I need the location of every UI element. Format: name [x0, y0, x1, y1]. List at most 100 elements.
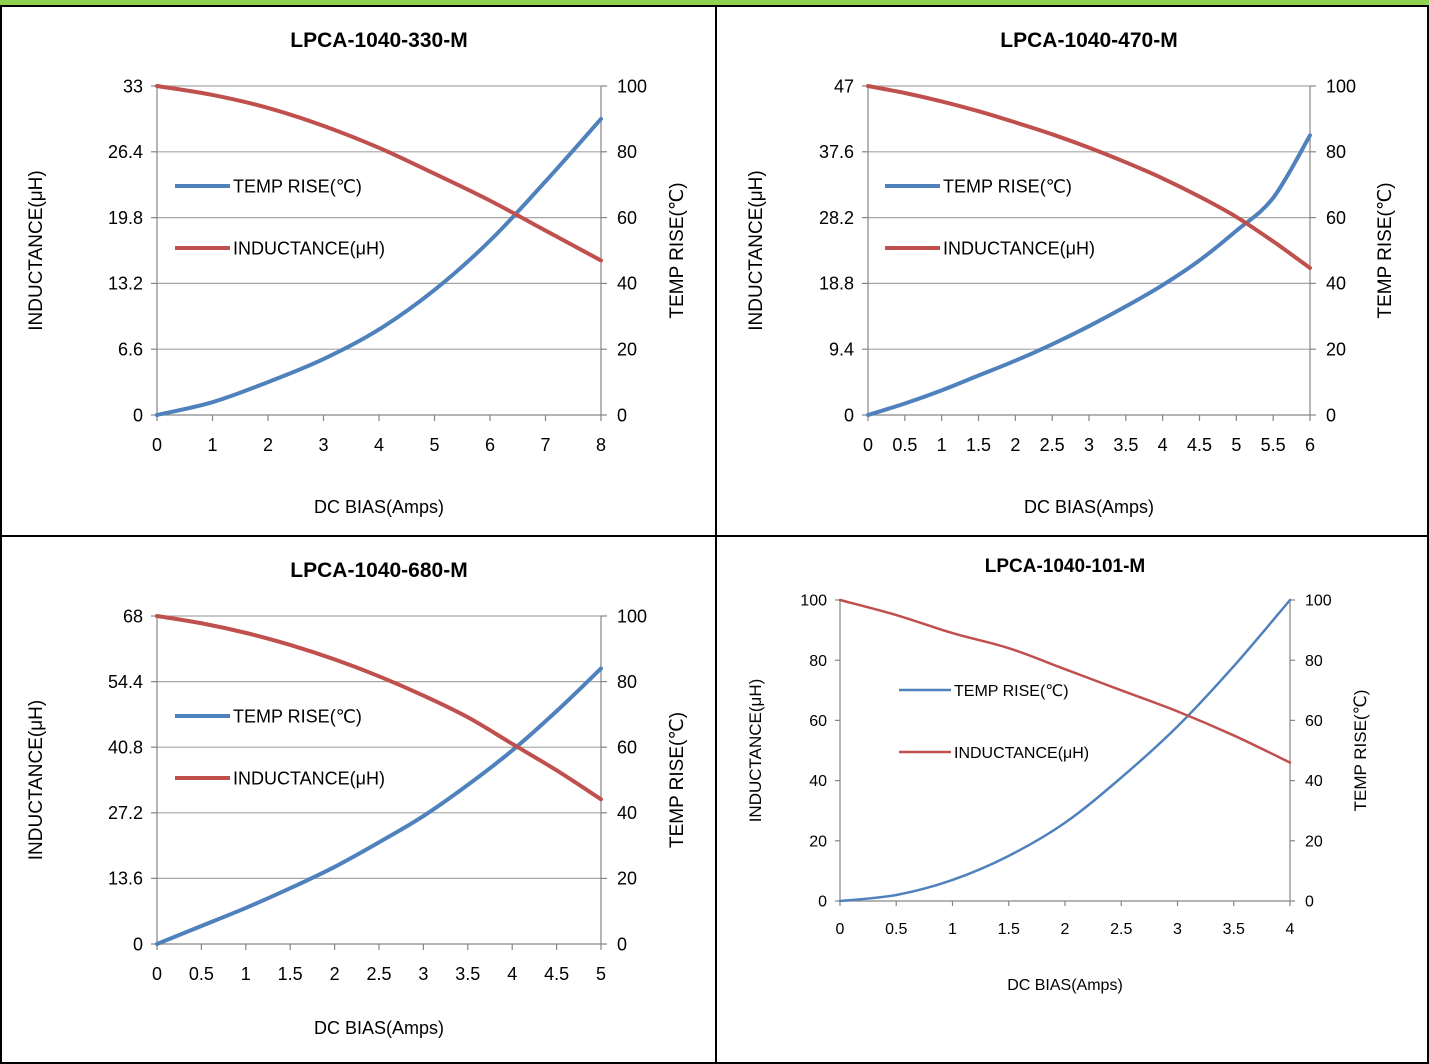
y2-tick-label: 80 — [617, 142, 637, 162]
y-tick-label: 27.2 — [108, 803, 143, 823]
x-tick-label: 2 — [330, 964, 340, 984]
x-tick-label: 3 — [318, 435, 328, 455]
x-tick-label: 5 — [1231, 435, 1241, 455]
y2-tick-label: 40 — [617, 803, 637, 823]
x-tick-label: 0 — [152, 435, 162, 455]
y-tick-label: 40.8 — [108, 738, 143, 758]
x-axis-label: DC BIAS(Amps) — [314, 497, 444, 517]
x-tick-label: 1 — [241, 964, 251, 984]
y2-tick-label: 40 — [617, 274, 637, 294]
y-tick-label: 18.8 — [819, 274, 854, 294]
chart-title: LPCA-1040-680-M — [290, 559, 467, 582]
legend-label-temp-rise: TEMP RISE(℃) — [954, 683, 1069, 700]
x-tick-label: 4.5 — [1187, 435, 1212, 455]
x-tick-label: 2 — [263, 435, 273, 455]
x-tick-label: 1.5 — [966, 435, 991, 455]
y-axis-label: INDUCTANCE(μH) — [746, 170, 767, 330]
series-line-inductance-h — [155, 614, 603, 802]
y-tick-label: 100 — [800, 593, 827, 610]
x-tick-label: 0 — [836, 921, 845, 938]
y-tick-label: 37.6 — [819, 142, 854, 162]
x-axis-label: DC BIAS(Amps) — [1007, 977, 1123, 994]
y-tick-label: 9.4 — [829, 340, 854, 360]
y2-tick-label: 80 — [1305, 653, 1323, 670]
x-tick-label: 2 — [1061, 921, 1070, 938]
series-line-temp-rise — [155, 116, 603, 417]
x-tick-label: 0 — [863, 435, 873, 455]
legend-label-temp-rise: TEMP RISE(℃) — [233, 707, 362, 727]
table-border — [0, 5, 1429, 1064]
x-tick-label: 7 — [540, 435, 550, 455]
x-tick-label: 2.5 — [366, 964, 391, 984]
x-axis-label: DC BIAS(Amps) — [314, 1018, 444, 1038]
y2-tick-label: 100 — [1305, 593, 1332, 610]
y-tick-label: 0 — [844, 405, 854, 425]
chart-lpca-1040-470-m: LPCA-1040-470-M09.418.828.237.6470204060… — [746, 29, 1396, 517]
y-tick-label: 60 — [809, 713, 827, 730]
x-tick-label: 6 — [485, 435, 495, 455]
series-line-temp-rise — [838, 598, 1292, 903]
x-tick-label: 4.5 — [544, 964, 569, 984]
y-tick-label: 47 — [834, 76, 854, 96]
x-tick-label: 5 — [429, 435, 439, 455]
x-tick-label: 1.5 — [278, 964, 303, 984]
series-line-inductance-h — [838, 598, 1292, 764]
x-tick-label: 1 — [207, 435, 217, 455]
y2-axis-label: TEMP RISE(℃) — [667, 712, 688, 848]
x-tick-label: 0.5 — [892, 435, 917, 455]
y-tick-label: 13.2 — [108, 274, 143, 294]
y-tick-label: 40 — [809, 773, 827, 790]
legend-label-inductance-h: INDUCTANCE(μH) — [233, 239, 385, 259]
y-tick-label: 26.4 — [108, 142, 143, 162]
x-tick-label: 1 — [948, 921, 957, 938]
x-tick-label: 3 — [418, 964, 428, 984]
y-tick-label: 68 — [123, 606, 143, 626]
y-tick-label: 0 — [133, 405, 143, 425]
legend-label-temp-rise: TEMP RISE(℃) — [943, 177, 1072, 197]
y-tick-label: 20 — [809, 833, 827, 850]
y2-tick-label: 100 — [617, 606, 647, 626]
x-tick-label: 3.5 — [1113, 435, 1138, 455]
y-tick-label: 6.6 — [118, 340, 143, 360]
y2-axis-label: TEMP RISE(℃) — [1375, 182, 1396, 318]
y2-axis-label: TEMP RISE(℃) — [667, 182, 688, 318]
series-line-temp-rise — [866, 133, 1312, 417]
x-tick-label: 0.5 — [885, 921, 907, 938]
y2-tick-label: 20 — [617, 869, 637, 889]
x-axis-label: DC BIAS(Amps) — [1024, 497, 1154, 517]
chart-grid-table — [0, 5, 1429, 1064]
y-axis-label: INDUCTANCE(μH) — [746, 679, 765, 823]
y2-tick-label: 40 — [1326, 274, 1346, 294]
x-tick-label: 3.5 — [455, 964, 480, 984]
y-tick-label: 28.2 — [819, 208, 854, 228]
chart-lpca-1040-330-m: LPCA-1040-330-M06.613.219.826.4330204060… — [26, 29, 688, 517]
y2-tick-label: 20 — [617, 340, 637, 360]
legend-label-temp-rise: TEMP RISE(℃) — [233, 177, 362, 197]
y-axis-label: INDUCTANCE(μH) — [26, 170, 47, 330]
y-tick-label: 13.6 — [108, 869, 143, 889]
y2-tick-label: 60 — [1305, 713, 1323, 730]
chart-title: LPCA-1040-330-M — [290, 29, 467, 52]
y2-tick-label: 0 — [617, 405, 627, 425]
y2-tick-label: 60 — [1326, 208, 1346, 228]
chart-lpca-1040-680-m: LPCA-1040-680-M013.627.240.854.468020406… — [26, 559, 688, 1038]
y2-tick-label: 100 — [1326, 76, 1356, 96]
x-tick-label: 3 — [1084, 435, 1094, 455]
y2-tick-label: 40 — [1305, 773, 1323, 790]
series-line-inductance-h — [155, 84, 603, 263]
x-tick-label: 6 — [1305, 435, 1315, 455]
y-tick-label: 0 — [818, 894, 827, 911]
series-line-inductance-h — [866, 84, 1312, 270]
chart-title: LPCA-1040-101-M — [985, 556, 1146, 577]
legend-label-inductance-h: INDUCTANCE(μH) — [233, 769, 385, 789]
y2-tick-label: 0 — [1305, 894, 1314, 911]
y2-tick-label: 100 — [617, 76, 647, 96]
x-tick-label: 2.5 — [1110, 921, 1132, 938]
x-tick-label: 4 — [1286, 921, 1295, 938]
x-tick-label: 0 — [152, 964, 162, 984]
y-tick-label: 33 — [123, 76, 143, 96]
legend-label-inductance-h: INDUCTANCE(μH) — [943, 239, 1095, 259]
x-tick-label: 3 — [1173, 921, 1182, 938]
x-tick-label: 3.5 — [1223, 921, 1245, 938]
